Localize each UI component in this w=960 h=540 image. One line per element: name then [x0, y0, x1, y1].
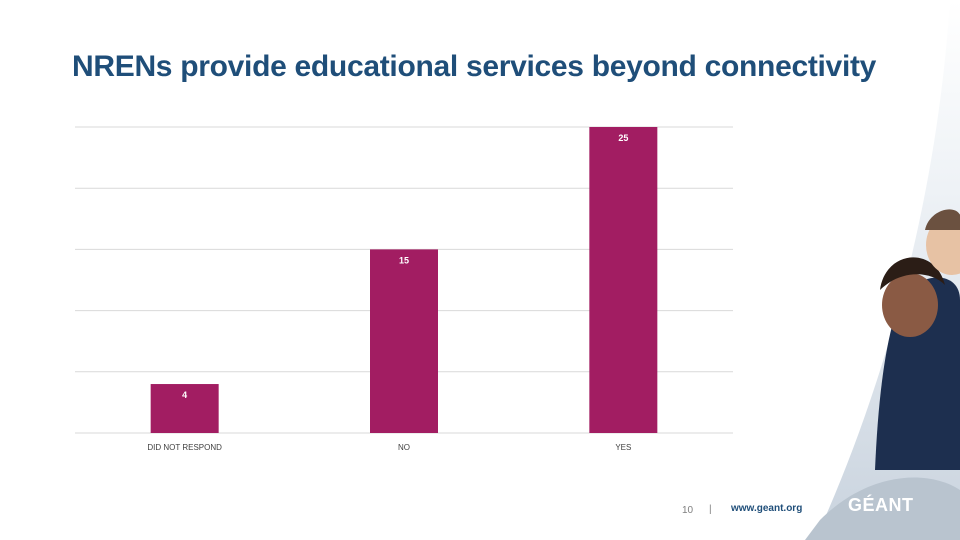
page-number: 10 — [682, 505, 694, 516]
bar — [150, 384, 219, 433]
person-hair-shape — [880, 257, 945, 290]
x-tick-label: YES — [615, 443, 631, 452]
chart-labels: 4 DID NOT RESPOND 15 NO 25 YES — [147, 133, 631, 452]
footer-url-link[interactable]: www.geant.org — [731, 503, 803, 514]
footer-separator: | — [709, 504, 712, 515]
person2-hair-shape — [925, 209, 960, 230]
person2-head-shape — [926, 215, 960, 275]
person-head-shape — [882, 273, 938, 337]
bar — [589, 127, 658, 433]
bar-value-label: 15 — [399, 255, 409, 265]
geant-logo: GÉANT — [848, 495, 914, 515]
bar-value-label: 4 — [182, 390, 187, 400]
x-tick-label: DID NOT RESPOND — [147, 443, 222, 452]
chart-bars — [150, 127, 658, 433]
bar-value-label: 25 — [618, 133, 628, 143]
decorative-photo-panel — [805, 0, 960, 540]
x-tick-label: NO — [398, 443, 410, 452]
bar — [370, 249, 438, 433]
table-shape — [805, 477, 960, 540]
slide-title: NRENs provide educational services beyon… — [72, 50, 877, 83]
